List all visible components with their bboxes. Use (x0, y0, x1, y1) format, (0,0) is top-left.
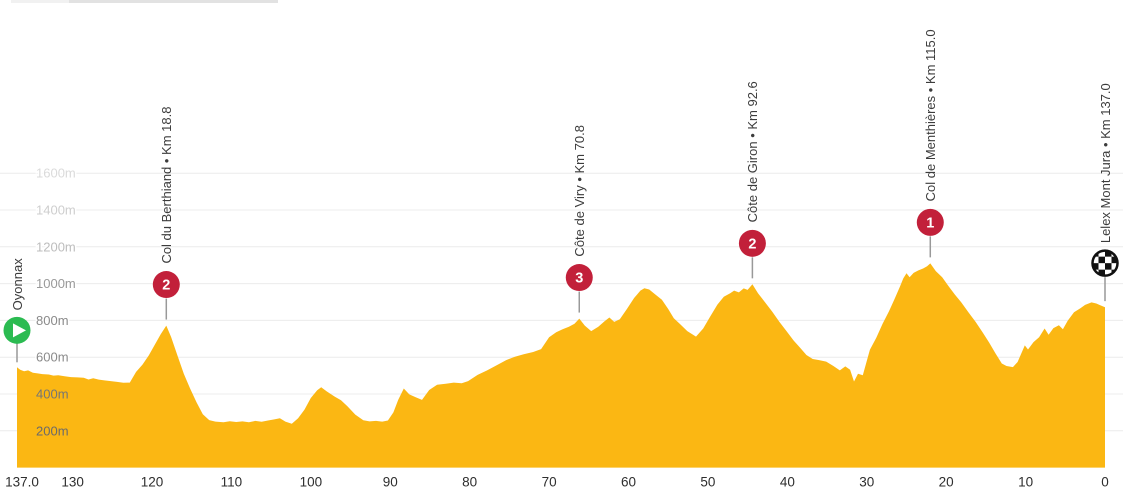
y-axis-label-800m: 800m (36, 313, 69, 328)
x-axis-label-100: 100 (300, 475, 323, 490)
scrollbar-segment-light (11, 0, 69, 3)
x-axis-label-60: 60 (621, 475, 636, 490)
y-axis-label-600m: 600m (36, 350, 69, 365)
x-axis-label-10: 10 (1018, 475, 1033, 490)
finish-label: Lelex Mont Jura • Km 137.0 (1098, 83, 1113, 243)
x-axis-label-130: 130 (61, 475, 84, 490)
scrollbar-segment-dark (69, 0, 278, 3)
climb-category-number: 2 (162, 278, 170, 294)
flag-check (1105, 263, 1112, 270)
top-scrollbar-artifact (0, 0, 1123, 3)
x-axis-label-137.0: 137.0 (5, 475, 39, 490)
climb-category-number: 3 (575, 271, 583, 287)
x-axis-label-120: 120 (141, 475, 164, 490)
flag-check (1105, 251, 1112, 257)
flag-check (1093, 263, 1099, 270)
x-axis-label-90: 90 (383, 475, 398, 490)
elevation-area (17, 263, 1105, 468)
climb-label-3: Col de Menthières • Km 115.0 (923, 29, 938, 201)
flag-check (1111, 256, 1117, 264)
x-axis-label-30: 30 (859, 475, 874, 490)
climb-label-2: Côte de Giron • Km 92.6 (745, 81, 760, 222)
climb-category-badge (916, 208, 944, 236)
y-axis-label-1200m: 1200m (36, 239, 76, 254)
x-axis-label-0: 0 (1101, 475, 1109, 490)
y-axis-label-1000m: 1000m (36, 276, 76, 291)
x-axis-label-70: 70 (542, 475, 557, 490)
x-axis-label-40: 40 (780, 475, 795, 490)
y-axis-label-200m: 200m (36, 423, 69, 438)
climb-category-number: 2 (748, 236, 756, 252)
climb-category-badge (152, 271, 180, 299)
x-axis-label-20: 20 (939, 475, 954, 490)
y-axis-label-1600m: 1600m (36, 166, 76, 181)
climb-category-badge (738, 229, 766, 257)
x-axis-label-110: 110 (221, 475, 243, 490)
climb-label-1: Côte de Viry • Km 70.8 (572, 125, 587, 257)
y-axis-label-400m: 400m (36, 387, 69, 402)
start-play-triangle (13, 323, 26, 338)
climb-category-badge (565, 264, 593, 292)
y-axis-label-1400m: 1400m (36, 203, 76, 218)
flag-check (1098, 269, 1105, 276)
climb-label-0: Col du Berthiand • Km 18.8 (159, 107, 174, 264)
x-axis-label-50: 50 (700, 475, 715, 490)
start-label: Oyonnax (10, 258, 25, 311)
flag-check (1098, 256, 1105, 264)
climb-category-number: 1 (926, 215, 934, 231)
x-axis-label-80: 80 (462, 475, 477, 490)
